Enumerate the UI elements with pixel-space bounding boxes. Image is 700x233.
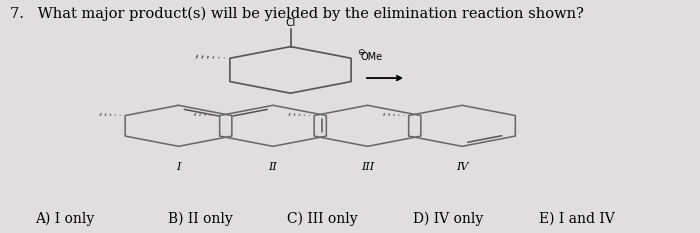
Text: I: I	[176, 162, 181, 172]
Text: 7.   What major product(s) will be yielded by the elimination reaction shown?: 7. What major product(s) will be yielded…	[10, 7, 584, 21]
Text: II: II	[269, 162, 277, 172]
Text: OMe: OMe	[360, 52, 383, 62]
Text: IV: IV	[456, 162, 468, 172]
Text: ⊖: ⊖	[357, 48, 365, 57]
Text: E) I and IV: E) I and IV	[539, 212, 615, 226]
Text: Cl: Cl	[286, 18, 295, 28]
Text: D) IV only: D) IV only	[413, 212, 483, 226]
Text: A) I only: A) I only	[35, 212, 94, 226]
Text: B) II only: B) II only	[168, 212, 232, 226]
Text: C) III only: C) III only	[287, 212, 358, 226]
Text: III: III	[361, 162, 374, 172]
